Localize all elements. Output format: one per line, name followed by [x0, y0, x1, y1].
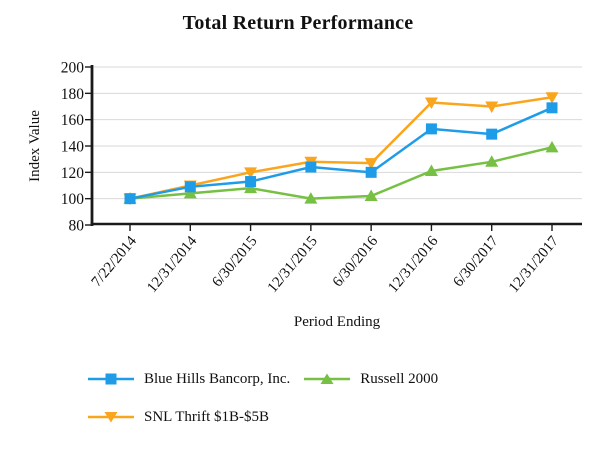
legend-row: Blue Hills Bancorp, Inc. Russell 2000 — [88, 368, 438, 390]
svg-text:12/31/2017: 12/31/2017 — [506, 233, 563, 296]
svg-text:6/30/2016: 6/30/2016 — [330, 233, 382, 290]
chart-legend: Blue Hills Bancorp, Inc. Russell 2000 SN… — [88, 368, 438, 428]
svg-text:7/22/2014: 7/22/2014 — [89, 233, 141, 290]
legend-item-snl-thrift: SNL Thrift $1B-$5B — [88, 406, 269, 428]
svg-text:80: 80 — [69, 218, 85, 235]
legend-label-russell-2000: Russell 2000 — [360, 370, 439, 387]
svg-text:100: 100 — [61, 191, 85, 208]
legend-marker-square-icon — [88, 371, 134, 387]
svg-text:6/30/2015: 6/30/2015 — [209, 233, 260, 290]
legend-marker-triangle-down-icon — [88, 409, 134, 425]
legend-item-blue-hills: Blue Hills Bancorp, Inc. — [88, 368, 290, 390]
svg-text:140: 140 — [61, 139, 85, 156]
chart-title: Total Return Performance — [182, 12, 414, 34]
svg-text:6/30/2017: 6/30/2017 — [450, 233, 502, 290]
svg-text:120: 120 — [61, 165, 85, 182]
svg-text:12/31/2016: 12/31/2016 — [385, 233, 442, 296]
legend-row: SNL Thrift $1B-$5B — [88, 406, 438, 428]
svg-text:12/31/2015: 12/31/2015 — [265, 233, 321, 296]
svg-text:12/31/2014: 12/31/2014 — [144, 233, 201, 296]
y-axis-title: Index Value — [27, 110, 43, 182]
legend-marker-triangle-up-icon — [304, 371, 351, 387]
x-axis-title: Period Ending — [293, 314, 381, 330]
svg-text:160: 160 — [61, 112, 85, 129]
svg-text:180: 180 — [61, 86, 85, 103]
legend-label-blue-hills: Blue Hills Bancorp, Inc. — [144, 370, 291, 387]
legend-item-russell-2000: Russell 2000 — [304, 368, 438, 390]
legend-label-snl-thrift: SNL Thrift $1B-$5B — [144, 408, 270, 425]
svg-text:200: 200 — [61, 60, 85, 77]
